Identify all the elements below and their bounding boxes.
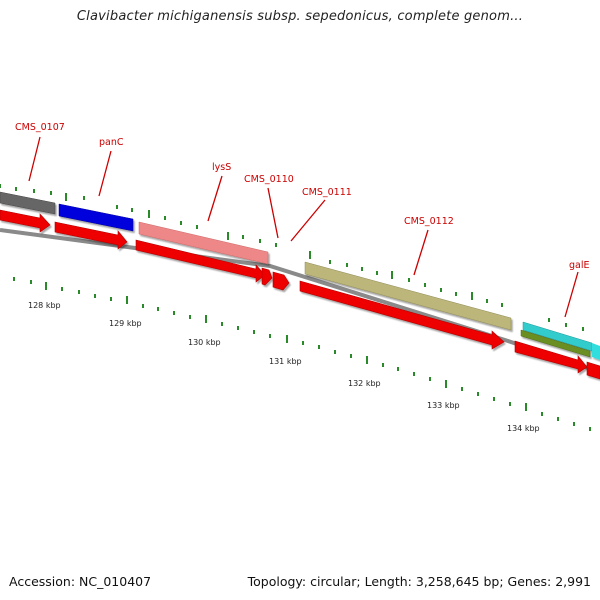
scale-label: 128 kbp <box>28 301 61 310</box>
gene-feature-gray[interactable] <box>0 191 56 215</box>
cds-arrow[interactable] <box>586 361 600 380</box>
genome-backbone <box>0 228 600 374</box>
scale-label: 129 kbp <box>109 319 142 328</box>
outer-tick-row <box>0 184 584 331</box>
scale-label: 132 kbp <box>348 379 381 388</box>
scale-tick-row <box>13 277 591 431</box>
cds-arrow[interactable] <box>0 209 51 233</box>
gene-label[interactable]: CMS_0111 <box>302 187 352 198</box>
scale-label: 133 kbp <box>427 401 460 410</box>
cds-arrow[interactable] <box>135 239 266 283</box>
cds-arrow[interactable] <box>272 271 290 291</box>
gene-feature-olive[interactable] <box>304 261 512 331</box>
gene-feature-green[interactable] <box>520 329 591 358</box>
cds-arrow[interactable] <box>299 280 505 350</box>
gene-label[interactable]: lysS <box>212 162 231 173</box>
label-leaders <box>28 136 579 318</box>
scale-label: 134 kbp <box>507 424 540 433</box>
gene-label[interactable]: CMS_0107 <box>15 122 65 133</box>
topology-text: Topology: circular; Length: 3,258,645 bp… <box>247 574 591 589</box>
map-title: Clavibacter michiganensis subsp. sepedon… <box>76 9 524 24</box>
gene-feature-pink[interactable] <box>138 221 269 265</box>
scale-label: 130 kbp <box>188 338 221 347</box>
scale-label: 131 kbp <box>269 357 302 366</box>
gene-label[interactable]: CMS_0110 <box>244 174 294 185</box>
gene-label[interactable]: galE <box>569 260 590 271</box>
gene-label[interactable]: panC <box>99 137 124 148</box>
cds-arrow[interactable] <box>514 340 588 374</box>
accession-text: Accession: NC_010407 <box>9 574 152 589</box>
gene-feature-blue[interactable] <box>58 203 134 232</box>
cds-arrow[interactable] <box>54 221 128 250</box>
gene-label[interactable]: CMS_0112 <box>404 216 454 227</box>
cds-arrow[interactable] <box>261 267 273 286</box>
gene-feature-teal-edge[interactable] <box>592 343 600 360</box>
